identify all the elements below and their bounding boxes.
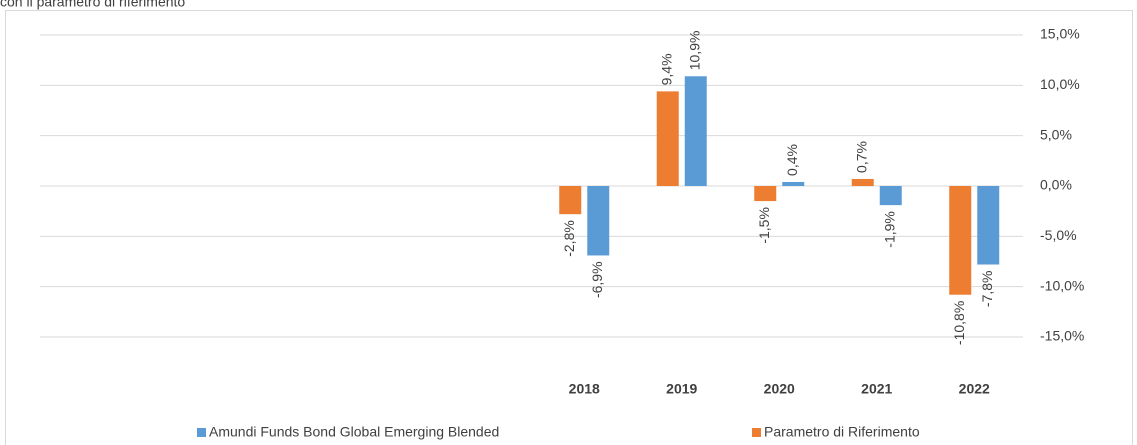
- bar: [851, 178, 874, 186]
- bar: [656, 91, 679, 186]
- value-label: -1,9%: [881, 211, 897, 248]
- x-tick-label: 2022: [959, 381, 990, 397]
- legend-label: Amundi Funds Bond Global Emerging Blende…: [209, 424, 499, 440]
- y-tick-label: -10,0%: [1040, 277, 1084, 293]
- value-label: -7,8%: [979, 271, 995, 308]
- bar: [949, 186, 972, 295]
- value-label: -10,8%: [951, 301, 967, 345]
- y-tick-label: 15,0%: [1040, 26, 1080, 42]
- bar: [587, 186, 610, 256]
- bar: [782, 181, 805, 186]
- x-tick-label: 2020: [764, 381, 795, 397]
- x-tick-label: 2021: [861, 381, 892, 397]
- value-label: 0,4%: [784, 144, 800, 176]
- chart-title: con il parametro di riferimento: [0, 0, 185, 10]
- y-tick-label: 5,0%: [1040, 126, 1072, 142]
- value-label: -2,8%: [561, 220, 577, 257]
- y-tick-label: 0,0%: [1040, 177, 1072, 193]
- chart-border: [5, 10, 1133, 445]
- x-tick-label: 2019: [666, 381, 697, 397]
- bar: [754, 186, 777, 202]
- y-tick-label: 10,0%: [1040, 76, 1080, 92]
- y-tick-label: -15,0%: [1040, 328, 1084, 344]
- legend-swatch: [752, 428, 761, 437]
- y-tick-label: -5,0%: [1040, 227, 1077, 243]
- legend-swatch: [197, 428, 206, 437]
- value-label: 10,9%: [686, 31, 702, 71]
- legend-label: Parametro di Riferimento: [764, 424, 920, 440]
- x-tick-label: 2018: [569, 381, 600, 397]
- bar: [879, 186, 902, 206]
- bar: [559, 186, 582, 215]
- bar: [977, 186, 1000, 265]
- value-label: 9,4%: [658, 53, 674, 85]
- value-label: -1,5%: [756, 207, 772, 244]
- bar: [684, 76, 707, 186]
- value-label: -6,9%: [589, 261, 605, 298]
- value-label: 0,7%: [853, 141, 869, 173]
